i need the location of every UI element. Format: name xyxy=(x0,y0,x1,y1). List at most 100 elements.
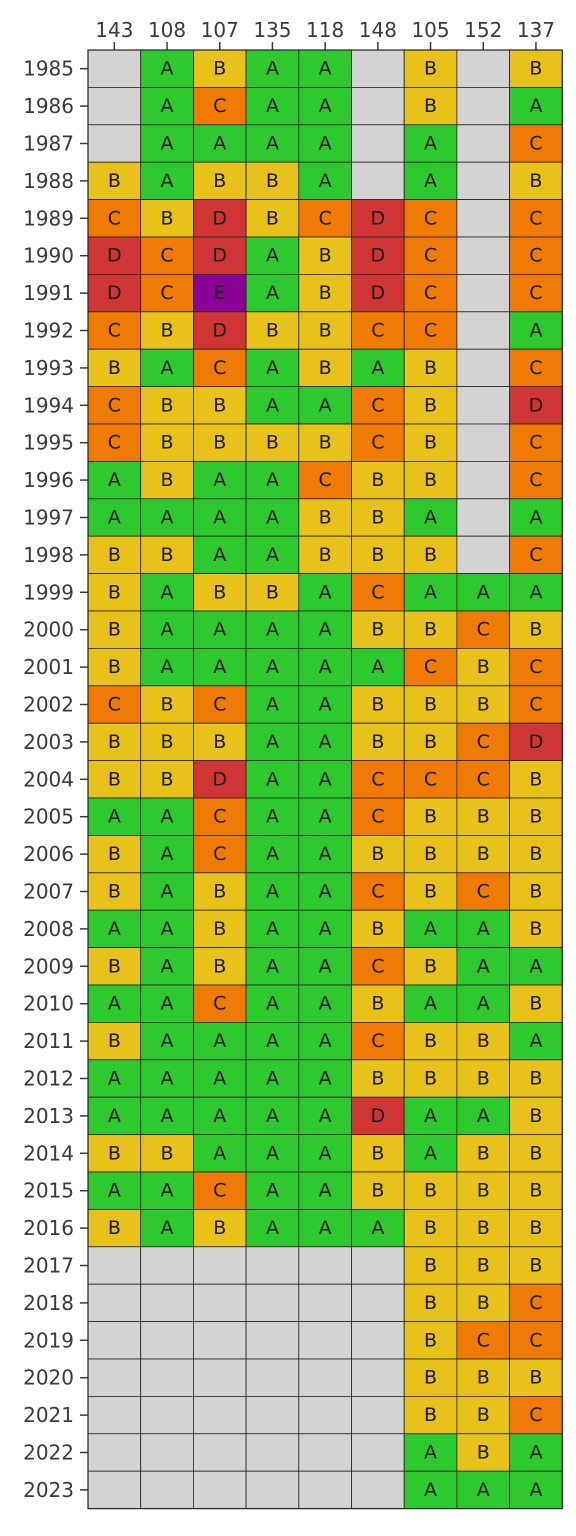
cell-grade-label: B xyxy=(424,1030,437,1052)
cell-grade-label: B xyxy=(108,170,121,192)
heatmap-cell xyxy=(403,872,458,911)
heatmap-cell xyxy=(351,49,405,88)
heatmap-cell xyxy=(298,311,352,350)
cell-grade-label: A xyxy=(266,357,279,379)
heatmap-cell xyxy=(456,535,510,575)
heatmap-cell xyxy=(456,386,510,425)
cell-grade-label: C xyxy=(213,993,226,1015)
heatmap-cell xyxy=(192,348,247,388)
heatmap-cell xyxy=(192,610,247,649)
cell-grade-label: A xyxy=(213,619,226,641)
heatmap-cell xyxy=(403,460,458,500)
heatmap-cell xyxy=(298,161,352,200)
heatmap-cell xyxy=(87,1059,142,1098)
heatmap-cell xyxy=(298,273,352,313)
cell-grade-label: A xyxy=(319,955,332,977)
heatmap-cell xyxy=(87,1209,142,1248)
cell-grade-label: B xyxy=(424,394,437,416)
cell-grade-label: B xyxy=(371,993,384,1015)
heatmap-cell xyxy=(140,947,194,986)
heatmap-cell xyxy=(298,1321,352,1360)
row-tick-label: 2014 xyxy=(23,1141,74,1165)
heatmap-cell xyxy=(509,1246,563,1285)
cell-grade-label: A xyxy=(319,581,332,603)
cell-grade-label: A xyxy=(266,694,279,716)
heatmap-cell xyxy=(87,909,142,949)
row-tick-label: 2017 xyxy=(23,1254,74,1278)
cell-grade-label: B xyxy=(477,806,490,828)
heatmap-cell xyxy=(87,1321,142,1360)
cell-grade-label: B xyxy=(371,918,384,940)
cell-grade-label: B xyxy=(477,1217,490,1239)
heatmap-cell xyxy=(456,1321,510,1360)
row-tick-label: 2011 xyxy=(23,1029,74,1053)
heatmap-cell xyxy=(192,947,247,986)
row-tick-label: 1994 xyxy=(23,393,74,417)
row-tick-label: 1993 xyxy=(23,356,74,380)
heatmap-cell xyxy=(456,909,510,949)
cell-grade-label: C xyxy=(213,1180,226,1202)
heatmap-cell xyxy=(245,199,300,238)
cell-grade-label: A xyxy=(161,993,174,1015)
cell-grade-label: C xyxy=(529,1329,542,1351)
heatmap-cell xyxy=(298,1209,352,1248)
cell-grade-label: A xyxy=(266,1030,279,1052)
heatmap-cells: A B A A B BA C A A B AA A A A A CB A B B A A BC B D B C D C CD C D A B D C… xyxy=(87,49,563,1509)
heatmap-cell xyxy=(298,835,352,874)
heatmap-cell xyxy=(509,1358,563,1397)
heatmap-cell xyxy=(245,1358,300,1397)
cell-grade-label: A xyxy=(108,993,121,1015)
cell-grade-label: A xyxy=(477,1105,490,1127)
heatmap-cell xyxy=(456,236,510,275)
cell-grade-label: B xyxy=(213,955,226,977)
heatmap-cell xyxy=(140,1433,194,1472)
heatmap-cell xyxy=(403,1059,458,1098)
cell-grade-label: B xyxy=(161,320,174,342)
heatmap-cell xyxy=(298,423,352,462)
cell-grade-label: A xyxy=(319,95,332,117)
heatmap-cell xyxy=(87,947,142,986)
cell-grade-label: B xyxy=(213,581,226,603)
heatmap-cell xyxy=(298,797,352,836)
cell-grade-label: B xyxy=(371,469,384,491)
cell-grade-label: B xyxy=(529,58,542,80)
heatmap-cell xyxy=(456,423,510,462)
heatmap-cell xyxy=(351,984,405,1023)
heatmap-cell xyxy=(245,797,300,836)
cell-grade-label: B xyxy=(424,469,437,491)
cell-grade-label: B xyxy=(529,1142,542,1164)
heatmap-cell xyxy=(403,760,458,799)
heatmap-cell xyxy=(87,460,142,500)
heatmap-cell xyxy=(245,1022,300,1061)
cell-grade-label: B xyxy=(424,357,437,379)
cell-grade-label: B xyxy=(529,806,542,828)
cell-grade-label: B xyxy=(477,1255,490,1277)
cell-grade-label: A xyxy=(477,955,490,977)
column-tick-label: 148 xyxy=(359,18,397,42)
cell-grade-label: A xyxy=(266,993,279,1015)
cell-grade-label: B xyxy=(213,58,226,80)
cell-grade-label: B xyxy=(108,1142,121,1164)
cell-grade-label: B xyxy=(477,694,490,716)
heatmap-cell xyxy=(456,460,510,500)
heatmap-cell xyxy=(192,872,247,911)
cell-grade-label: C xyxy=(213,806,226,828)
cell-grade-label: C xyxy=(371,432,384,454)
cell-grade-label: A xyxy=(266,731,279,753)
cell-grade-label: A xyxy=(161,133,174,155)
cell-grade-label: A xyxy=(319,1180,332,1202)
cell-grade-label: C xyxy=(108,432,121,454)
heatmap-cell xyxy=(351,1396,405,1435)
cell-grade-label: B xyxy=(213,394,226,416)
heatmap-cell xyxy=(456,1096,510,1135)
cell-grade-label: B xyxy=(319,320,332,342)
row-tick-label: 2013 xyxy=(23,1104,74,1128)
heatmap-cell xyxy=(87,1470,142,1509)
cell-grade-label: A xyxy=(371,1217,384,1239)
heatmap-cell xyxy=(298,348,352,388)
cell-grade-label: B xyxy=(529,1255,542,1277)
row-tick-label: 1999 xyxy=(23,580,74,604)
heatmap-cell xyxy=(298,685,352,724)
heatmap-cell xyxy=(298,460,352,500)
cell-grade-label: A xyxy=(108,1105,121,1127)
